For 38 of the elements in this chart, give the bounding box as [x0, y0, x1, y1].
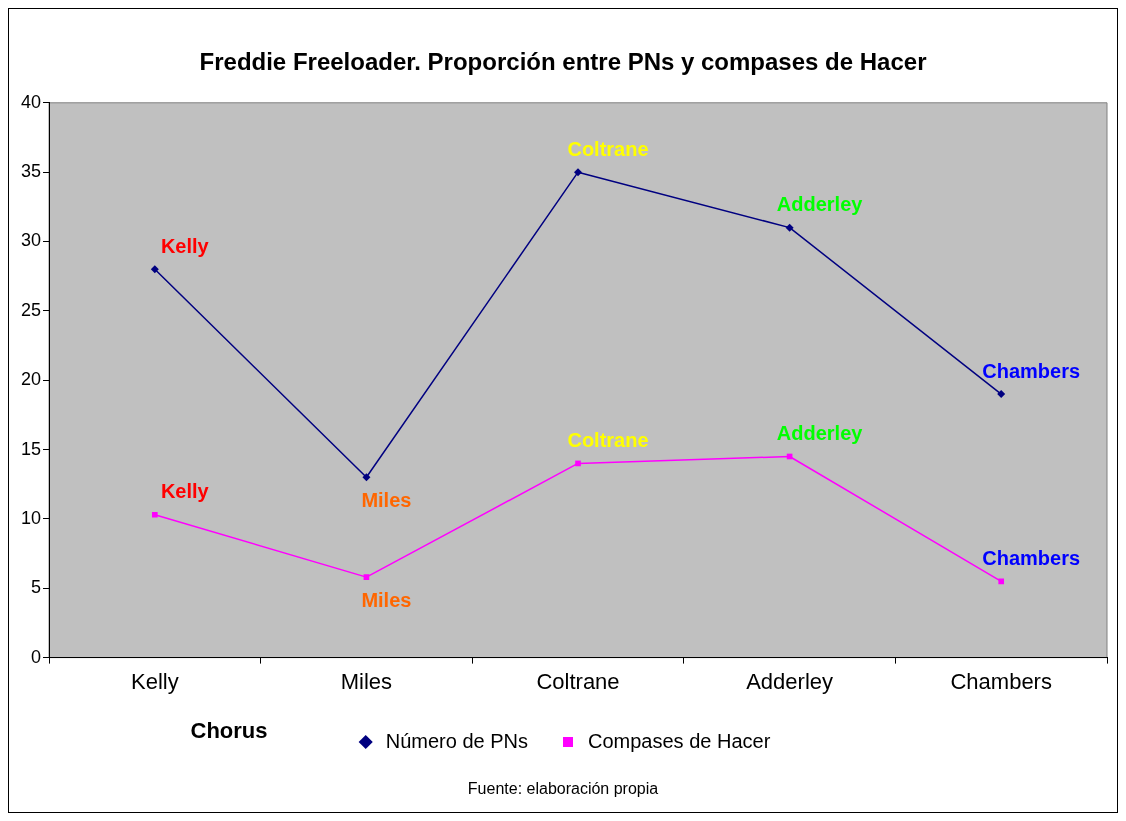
chart-title: Freddie Freeloader. Proporción entre PNs y compases de Hacer: [199, 48, 927, 76]
source-note: Fuente: elaboración propia: [467, 780, 659, 798]
y-tick-label: 40: [20, 91, 42, 112]
y-tick-label: 25: [20, 299, 42, 320]
point: [150, 265, 159, 274]
point: [363, 574, 370, 580]
annotation: Adderley: [776, 193, 864, 216]
legend-label: Número de PNs: [385, 729, 528, 752]
y-tick-label: 15: [20, 438, 42, 459]
y-tick-label: 0: [31, 646, 42, 667]
x-tick-label: Adderley: [746, 668, 834, 694]
annotation: Chambers: [982, 359, 1081, 382]
annotation: Miles: [361, 588, 412, 611]
legend-label: Compases de Hacer: [587, 729, 771, 752]
annotation: Miles: [361, 488, 412, 511]
x-tick-label: Kelly: [130, 668, 179, 694]
x-tick-label: Miles: [340, 668, 393, 694]
annotation: Kelly: [160, 234, 210, 257]
y-tick-label: 20: [20, 369, 42, 390]
annotation: Coltrane: [567, 137, 649, 160]
point: [785, 223, 794, 232]
y-tick-label: 10: [20, 507, 42, 528]
point: [575, 460, 581, 467]
annotation: Kelly: [160, 480, 210, 503]
y-tick-label: 30: [20, 230, 42, 251]
y-tick-label: 35: [20, 161, 42, 182]
annotation: Chambers: [982, 546, 1081, 569]
annotation: Adderley: [776, 422, 864, 444]
annotation: Coltrane: [567, 428, 649, 451]
x-tick-label: Chambers: [950, 668, 1052, 694]
point: [998, 578, 1005, 585]
point: [997, 390, 1006, 399]
point: [151, 511, 158, 518]
x-tick-label: Coltrane: [536, 668, 620, 694]
x-axis-title: Chorus: [190, 718, 268, 744]
y-tick-label: 5: [31, 577, 42, 598]
point: [574, 168, 583, 177]
point: [362, 473, 371, 482]
